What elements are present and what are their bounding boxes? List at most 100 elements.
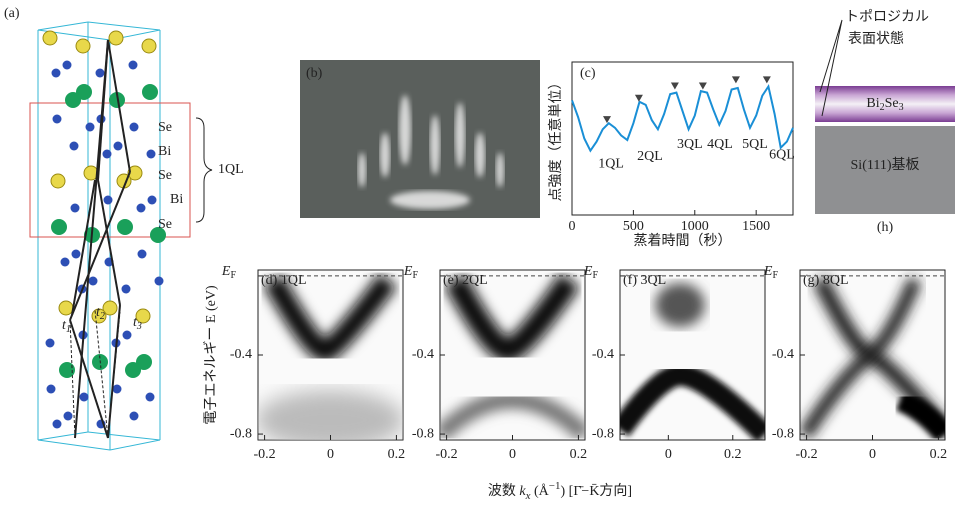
text-part: E	[763, 264, 773, 279]
text-part: 1QL	[281, 273, 307, 288]
x-tick-label: 0.2	[930, 447, 948, 462]
x-tick-label: 0	[327, 447, 334, 462]
x-axis-label: 波数 kx (Å−1) [Γ̄−K̄方向]	[488, 480, 632, 502]
atom	[129, 122, 139, 132]
atom	[59, 362, 75, 378]
band	[620, 363, 765, 440]
text-part: (Å	[531, 483, 550, 499]
panel-title: (g) 8QL	[803, 273, 849, 288]
hop-label: t3	[133, 315, 142, 332]
atom	[137, 249, 147, 259]
text-part: F	[230, 270, 236, 281]
atom	[121, 284, 131, 294]
atom	[102, 300, 118, 316]
x-tick-label: 0.2	[570, 447, 588, 462]
y-tick-label: -0.8	[592, 426, 614, 441]
ql-label: 1QL	[218, 162, 244, 177]
brace	[195, 117, 213, 223]
layer-label: Se	[158, 217, 172, 232]
x-tick-label: -0.2	[254, 447, 276, 462]
band	[440, 391, 585, 440]
atom	[76, 84, 92, 100]
text-part: k	[519, 484, 526, 499]
atom	[58, 300, 74, 316]
surface-state-label: 表面状態	[848, 31, 904, 47]
arpes-image	[440, 273, 585, 440]
band	[655, 283, 705, 327]
cell-edge	[37, 21, 89, 31]
atom	[136, 203, 146, 213]
panel-label: (a)	[4, 6, 20, 21]
text-part: F	[772, 270, 778, 281]
text-part: t	[62, 318, 67, 333]
x-tick-label: 0	[569, 219, 576, 234]
x-axis-label: 蒸着時間（秒）	[634, 233, 732, 249]
atom	[113, 141, 123, 151]
annotation: 3QL	[677, 137, 703, 152]
text-part: t	[133, 315, 138, 330]
atom	[117, 219, 133, 235]
peak-marker	[602, 116, 611, 124]
text-part: −1	[549, 480, 561, 492]
text-part: 1	[66, 324, 71, 335]
atom	[147, 195, 157, 205]
hopping-arrow	[69, 171, 131, 321]
hopping-arrow	[107, 39, 131, 173]
atom	[52, 419, 62, 429]
layer-label: Se	[158, 168, 172, 183]
layer-label: Bi	[170, 192, 183, 207]
peak-marker	[698, 82, 707, 90]
atom	[63, 411, 73, 421]
annotation: 4QL	[707, 137, 733, 152]
substrate	[815, 126, 955, 214]
film-label: Bi2Se3	[866, 96, 903, 113]
pointer-arrow	[819, 19, 843, 117]
cell-edge	[87, 21, 161, 31]
atom	[128, 60, 138, 70]
atom	[71, 249, 81, 259]
y-tick-label: EF	[403, 264, 419, 281]
text-part: 3QL	[641, 273, 667, 288]
peak-marker	[762, 76, 771, 84]
atom	[88, 276, 98, 286]
x-tick-label: 1000	[681, 219, 709, 234]
atom	[42, 30, 58, 46]
hopping-arrow	[69, 319, 76, 439]
x-tick-label: 0	[665, 447, 672, 462]
panel-title: (e) 2QL	[443, 273, 488, 288]
text-part: 波数	[488, 483, 520, 499]
peak-marker	[670, 82, 679, 90]
arpes-image	[800, 276, 945, 440]
text-part: t	[96, 305, 101, 320]
diffraction-streak	[475, 132, 485, 178]
y-tick-label: -0.4	[230, 347, 252, 362]
panel-label: (b)	[306, 66, 323, 81]
panel-title: (d) 1QL	[261, 273, 307, 288]
band	[800, 277, 922, 439]
text-part: 2	[880, 102, 885, 113]
text-part: F	[592, 270, 598, 281]
intensity-line	[571, 83, 794, 153]
text-part: (f)	[623, 273, 637, 288]
cell-edge	[37, 439, 111, 451]
panel-label: (c)	[580, 66, 596, 81]
panel-label: (h)	[877, 220, 894, 235]
y-tick-label: -0.4	[772, 347, 794, 362]
atom	[69, 141, 79, 151]
y-tick-label: -0.8	[772, 426, 794, 441]
peak-marker	[634, 94, 643, 102]
atom	[95, 68, 105, 78]
hopping-arrow	[69, 319, 109, 439]
text-part: E	[221, 264, 231, 279]
atom	[145, 392, 155, 402]
atom	[112, 384, 122, 394]
atom	[60, 257, 70, 267]
text-part: 3	[136, 321, 142, 332]
text-part: F	[412, 270, 418, 281]
hop-label: t2	[96, 305, 105, 322]
band	[258, 390, 403, 440]
diffraction-streak	[380, 132, 390, 178]
atom	[142, 84, 158, 100]
y-tick-label: -0.4	[592, 347, 614, 362]
